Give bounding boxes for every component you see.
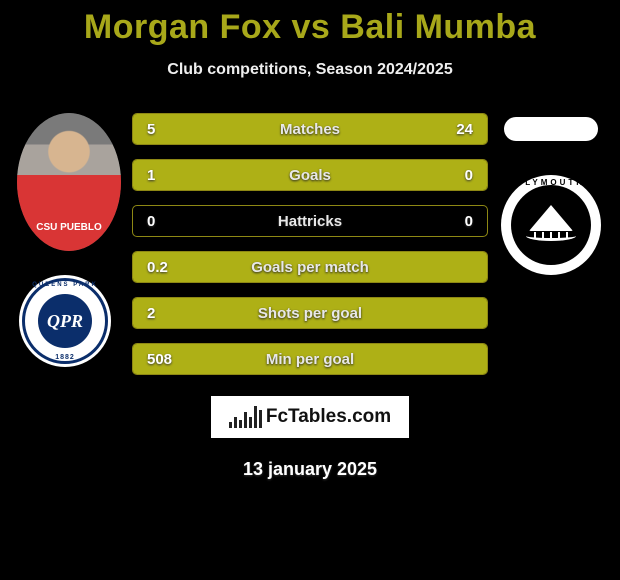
player-right-photo-placeholder [504,117,598,141]
stat-label: Matches [133,121,487,138]
player-left-shirt-text: CSU PUEBLO [17,222,121,233]
stat-row: 508Min per goal [132,343,488,375]
left-player-column: CSU PUEBLO QUEENS PARK QPR 1882 [10,113,128,389]
club-left-logo: QUEENS PARK QPR 1882 [19,275,119,375]
player-left-photo-graphic: CSU PUEBLO [17,113,121,251]
brand-box[interactable]: FcTables.com [210,395,410,439]
stat-label: Min per goal [133,351,487,368]
stats-bars: 524Matches 10Goals 00Hattricks 0.2Goals per… [128,113,492,389]
qpr-ring-top-text: QUEENS PARK [32,282,98,288]
stat-row: 00Hattricks [132,205,488,237]
brand-chart-icon [229,406,262,428]
boat-icon [526,205,576,245]
qpr-badge-initials: QPR [47,311,83,332]
right-player-column: PLYMOUTH [492,113,610,389]
stat-row: 2Shots per goal [132,297,488,329]
stat-label: Goals per match [133,259,487,276]
stat-row: 524Matches [132,113,488,145]
content-row: CSU PUEBLO QUEENS PARK QPR 1882 524Match [0,113,620,389]
subtitle: Club competitions, Season 2024/2025 [0,61,620,79]
qpr-badge: QUEENS PARK QPR 1882 [19,275,111,367]
stat-label: Hattricks [133,213,487,230]
club-right-logo: PLYMOUTH [501,175,601,275]
stat-row: 10Goals [132,159,488,191]
comparison-card: Morgan Fox vs Bali Mumba Club competitio… [0,0,620,580]
date-label: 13 january 2025 [0,459,620,480]
brand-name: FcTables.com [266,406,391,428]
stat-label: Goals [133,167,487,184]
page-title: Morgan Fox vs Bali Mumba [0,0,620,47]
stat-label: Shots per goal [133,305,487,322]
stat-row: 0.2Goals per match [132,251,488,283]
qpr-ring-bottom-text: 1882 [55,354,75,361]
player-left-photo: CSU PUEBLO [17,113,121,251]
